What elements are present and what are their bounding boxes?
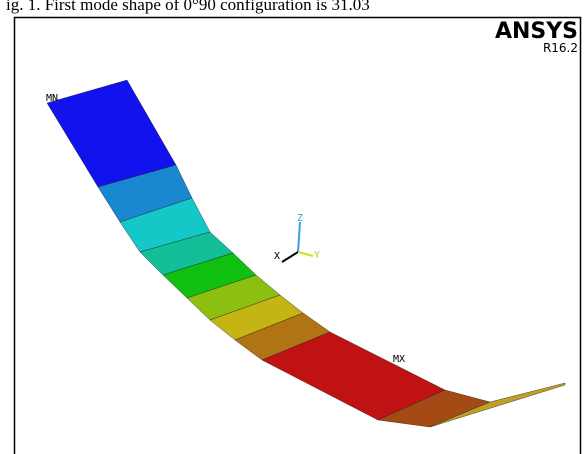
axis-x: X [274,251,280,262]
max-label: MX [393,354,405,365]
viewport [15,18,581,454]
version: R16.2 [543,41,578,55]
min-label: MN [46,93,58,104]
caption: ig. 1. First mode shape of 0°90 configur… [6,0,370,14]
axis-z: Z [297,213,303,224]
axis-y: Y [314,250,320,261]
page: ig. 1. First mode shape of 0°90 configur… [0,0,587,454]
